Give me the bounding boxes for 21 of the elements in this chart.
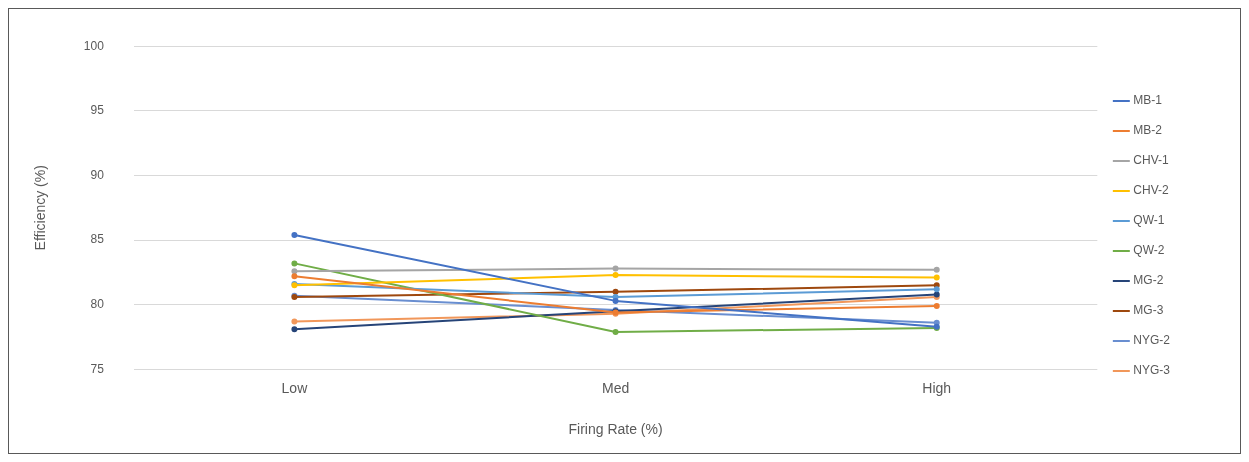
x-tick-label: Low	[281, 379, 309, 396]
y-tick-label: 95	[90, 103, 105, 118]
legend-label: NYG-3	[1133, 363, 1171, 378]
y-tick-label: 85	[90, 232, 105, 247]
legend-label: NYG-2	[1133, 333, 1171, 348]
x-tick-label: High	[922, 379, 952, 396]
y-tick-label: 80	[90, 297, 105, 312]
legend-label: QW-2	[1133, 243, 1165, 258]
legend-label: CHV-2	[1133, 183, 1169, 198]
legend-label: MB-2	[1133, 123, 1163, 138]
y-tick-label: 75	[90, 361, 105, 376]
legend-label: QW-1	[1133, 213, 1165, 228]
legend-label: MB-1	[1133, 93, 1163, 108]
legend-label: CHV-1	[1133, 153, 1169, 168]
y-tick-label: 90	[90, 167, 105, 182]
legend-label: MG-3	[1133, 303, 1164, 318]
x-tick-label: Med	[601, 379, 630, 396]
x-axis-title: Firing Rate (%)	[568, 421, 663, 438]
y-axis-title: Efficiency (%)	[32, 165, 49, 251]
y-tick-label: 100	[83, 38, 105, 53]
legend-label: MG-2	[1133, 273, 1164, 288]
